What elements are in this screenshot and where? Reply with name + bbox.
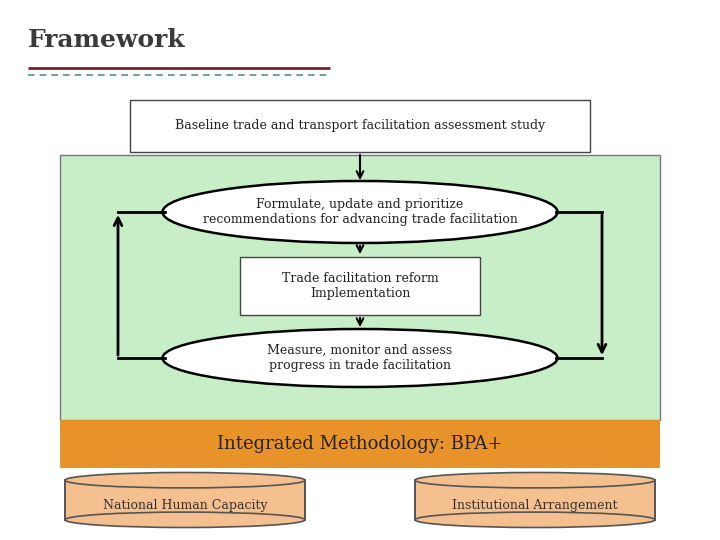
FancyBboxPatch shape [415, 480, 655, 520]
FancyBboxPatch shape [60, 420, 660, 468]
Text: Framework: Framework [28, 28, 186, 52]
Text: Formulate, update and prioritize
recommendations for advancing trade facilitatio: Formulate, update and prioritize recomme… [202, 198, 518, 226]
FancyBboxPatch shape [65, 480, 305, 520]
Text: Trade facilitation reform
Implementation: Trade facilitation reform Implementation [282, 272, 438, 300]
Text: Integrated Methodology: BPA+: Integrated Methodology: BPA+ [217, 435, 503, 453]
FancyBboxPatch shape [130, 100, 590, 152]
Text: Measure, monitor and assess
progress in trade facilitation: Measure, monitor and assess progress in … [267, 344, 453, 372]
Ellipse shape [65, 512, 305, 528]
Ellipse shape [163, 329, 557, 387]
Ellipse shape [65, 472, 305, 488]
Text: National Human Capacity: National Human Capacity [103, 498, 267, 511]
Text: Institutional Arrangement: Institutional Arrangement [452, 498, 618, 511]
FancyBboxPatch shape [60, 155, 660, 420]
Ellipse shape [163, 181, 557, 243]
FancyBboxPatch shape [240, 257, 480, 315]
Ellipse shape [415, 512, 655, 528]
Ellipse shape [415, 472, 655, 488]
Text: Baseline trade and transport facilitation assessment study: Baseline trade and transport facilitatio… [175, 119, 545, 132]
